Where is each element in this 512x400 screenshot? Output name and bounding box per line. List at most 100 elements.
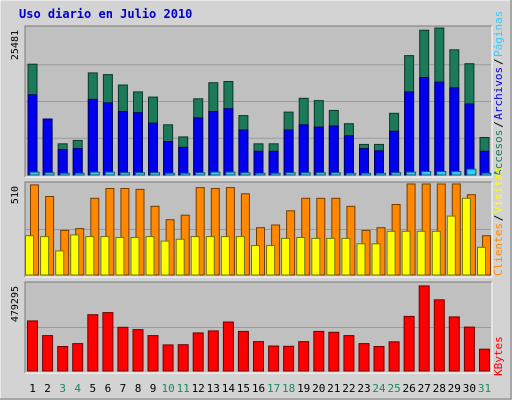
- bar-paginas: [436, 171, 447, 176]
- day-label: 27: [418, 382, 431, 395]
- day-label: 26: [402, 382, 415, 395]
- bar-paginas: [255, 172, 266, 176]
- legend-clientes: Clientes: [492, 223, 505, 276]
- bar-archivos: [57, 149, 68, 176]
- bar-kbytes: [222, 321, 234, 372]
- bar-visitas: [190, 236, 200, 276]
- plot-border-light: [25, 282, 493, 374]
- day-label: 29: [448, 382, 461, 395]
- legend-archivos: Archivos: [492, 67, 505, 120]
- bar-kbytes: [433, 299, 445, 372]
- bar-archivos: [87, 98, 98, 176]
- bar-paginas: [330, 172, 341, 176]
- bar-archivos: [328, 125, 339, 176]
- bar-kbytes: [177, 344, 189, 372]
- chart-title: Uso diario en Julio 2010: [19, 7, 192, 21]
- day-label: 13: [207, 382, 220, 395]
- day-label: 4: [74, 382, 81, 395]
- bar-paginas: [421, 171, 432, 176]
- plot-border-dark: [24, 25, 492, 177]
- bar-archivos: [148, 122, 158, 176]
- plot-border-light: [25, 26, 493, 178]
- bar-kbytes: [479, 348, 490, 372]
- bar-paginas: [135, 172, 145, 176]
- bar-paginas: [150, 172, 160, 176]
- bar-kbytes: [147, 335, 159, 372]
- plot-border-light: [25, 182, 493, 278]
- bar-visitas: [220, 236, 230, 276]
- bar-paginas: [361, 172, 371, 176]
- bar-visitas: [311, 237, 321, 276]
- day-label: 8: [135, 382, 142, 395]
- day-label: 11: [177, 382, 190, 395]
- bar-paginas: [391, 172, 402, 176]
- legend-separator: /: [492, 121, 505, 128]
- bar-clientes: [421, 183, 431, 276]
- bar-archivos: [178, 146, 189, 176]
- bar-visitas: [100, 236, 110, 276]
- bar-kbytes: [132, 329, 144, 372]
- day-label: 20: [312, 382, 325, 395]
- bar-archivos: [102, 102, 113, 176]
- bar-kbytes: [343, 335, 355, 372]
- bar-paginas: [225, 171, 236, 176]
- bar-archivos: [419, 77, 430, 176]
- bar-paginas: [300, 172, 311, 176]
- bar-paginas: [451, 171, 462, 176]
- bar-archivos: [193, 117, 204, 176]
- panel-kbytes: 479295: [10, 281, 493, 374]
- bar-paginas: [74, 172, 85, 176]
- bar-clientes: [406, 183, 416, 276]
- bar-archivos: [404, 91, 415, 176]
- bar-kbytes: [87, 314, 99, 372]
- day-label: 15: [237, 382, 250, 395]
- bar-archivos: [464, 103, 475, 176]
- day-label: 17: [267, 382, 280, 395]
- bar-kbytes: [403, 315, 415, 372]
- panel-visitors-visits: 510: [10, 181, 493, 278]
- axis-max-label: 25481: [10, 30, 21, 60]
- day-label: 12: [192, 382, 205, 395]
- day-label: 2: [44, 382, 51, 395]
- bar-paginas: [285, 172, 296, 176]
- bar-visitas: [356, 243, 366, 276]
- bar-archivos: [223, 108, 234, 176]
- bar-kbytes: [237, 330, 249, 372]
- bar-paginas: [466, 168, 477, 176]
- bar-visitas: [386, 230, 396, 276]
- bar-archivos: [117, 111, 128, 176]
- bar-visitas: [175, 238, 185, 276]
- bar-archivos: [389, 130, 400, 176]
- day-label: 23: [357, 382, 370, 395]
- bar-kbytes: [207, 330, 219, 372]
- bar-paginas: [165, 172, 176, 176]
- bar-visitas: [266, 245, 276, 276]
- bar-visitas: [296, 237, 306, 276]
- day-label: 31: [478, 382, 491, 395]
- axis-max-label: 479295: [10, 286, 21, 322]
- bar-visitas: [416, 230, 426, 276]
- bar-paginas: [195, 172, 206, 176]
- bar-kbytes: [283, 345, 295, 372]
- day-label: 30: [463, 382, 476, 395]
- bar-archivos: [42, 118, 53, 176]
- bar-paginas: [240, 172, 251, 176]
- bar-kbytes: [57, 346, 69, 372]
- bar-clientes: [316, 197, 326, 276]
- bar-paginas: [104, 171, 115, 176]
- bar-archivos: [27, 94, 38, 176]
- bar-archivos: [479, 150, 490, 176]
- bar-clientes: [135, 188, 145, 276]
- bar-kbytes: [358, 343, 370, 372]
- bar-archivos: [434, 81, 445, 176]
- bar-kbytes: [27, 320, 38, 372]
- bar-kbytes: [117, 326, 129, 372]
- bar-archivos: [72, 148, 83, 176]
- bar-archivos: [238, 129, 249, 176]
- bar-visitas: [401, 230, 411, 276]
- legend-visitas: Visitas: [492, 167, 505, 213]
- legends: Accesos/Archivos/PáginasClientes/Visitas…: [492, 11, 505, 376]
- bar-archivos: [449, 87, 460, 176]
